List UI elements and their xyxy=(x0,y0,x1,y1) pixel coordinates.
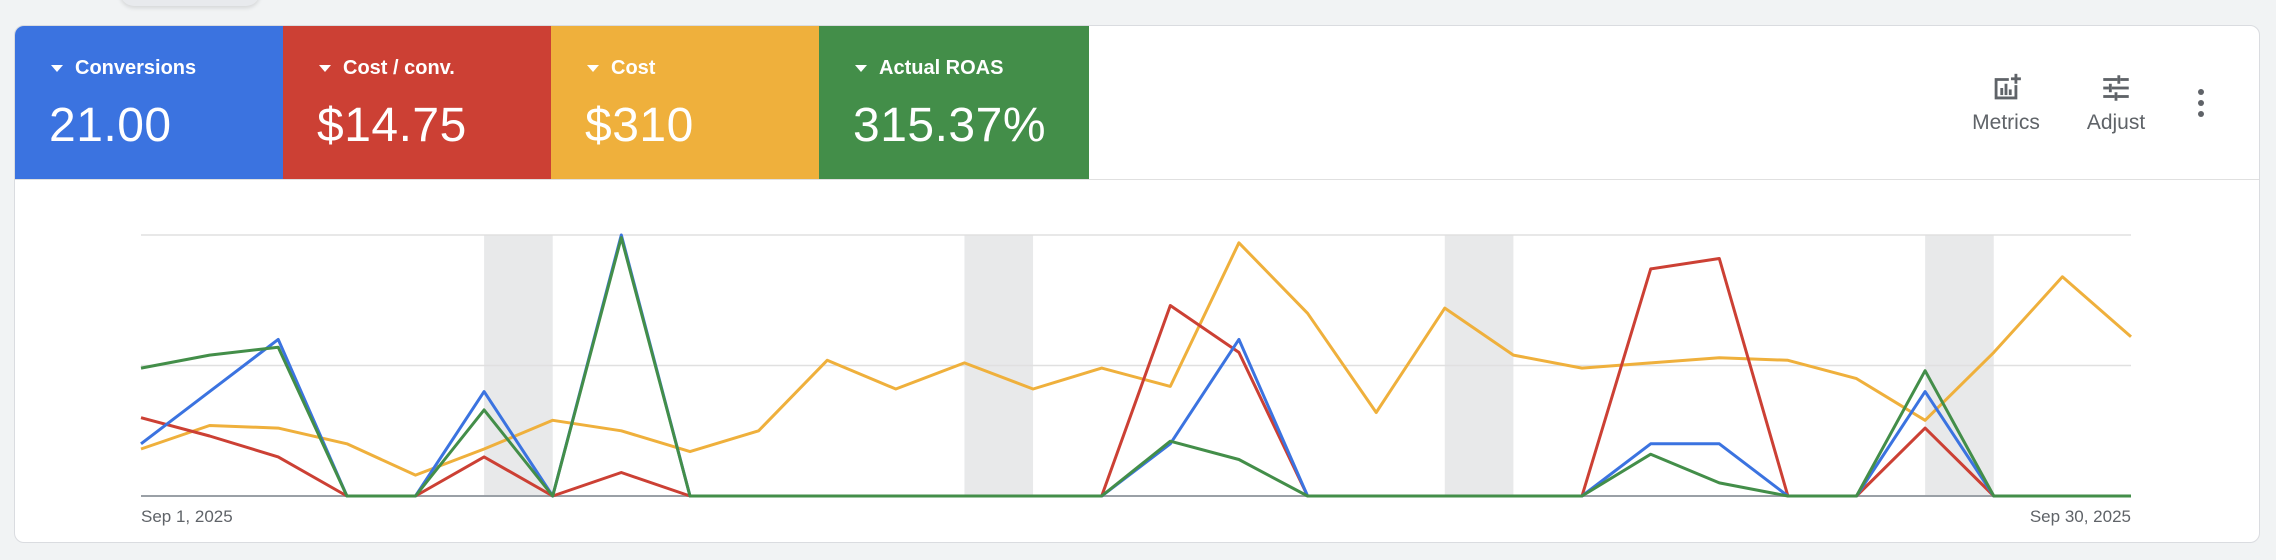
x-axis-end-label: Sep 30, 2025 xyxy=(2030,507,2131,526)
scorecard-row: Conversions 21.00 Cost / conv. $14.75 Co… xyxy=(15,26,1089,179)
scorecard-label: Conversions xyxy=(75,56,197,79)
series-lines xyxy=(140,233,2132,498)
scorecard-cost-per-conv[interactable]: Cost / conv. $14.75 xyxy=(283,26,551,179)
dropdown-arrow-icon[interactable] xyxy=(587,64,599,72)
metrics-button[interactable]: Metrics xyxy=(1951,71,2061,135)
series-line-cost[interactable] xyxy=(140,241,2132,477)
x-axis-start-label: Sep 1, 2025 xyxy=(141,507,233,526)
dropdown-arrow-icon[interactable] xyxy=(51,64,63,72)
dropdown-arrow-icon[interactable] xyxy=(855,64,867,72)
scorecard-value: $14.75 xyxy=(317,99,467,152)
scorecard-conversions[interactable]: Conversions 21.00 xyxy=(15,26,283,179)
scorecard-label: Cost xyxy=(611,56,656,79)
header-divider xyxy=(15,179,2259,180)
line-chart: Sep 1, 2025 Sep 30, 2025 xyxy=(140,233,2132,526)
scorecard-actual-roas[interactable]: Actual ROAS 315.37% xyxy=(819,26,1089,179)
chart-toolbar: Metrics Adjust xyxy=(1951,26,2259,179)
scorecard-value: 21.00 xyxy=(49,99,172,152)
scorecard-value: 315.37% xyxy=(853,99,1046,152)
add-chart-icon xyxy=(1994,73,2021,99)
scorecard-cost[interactable]: Cost $310 xyxy=(551,26,819,179)
more-options-button[interactable] xyxy=(2171,87,2231,119)
scorecard-label: Actual ROAS xyxy=(879,56,1004,79)
series-line-actual-roas[interactable] xyxy=(140,236,2131,498)
metrics-label: Metrics xyxy=(1972,110,2040,134)
dropdown-arrow-icon[interactable] xyxy=(319,64,331,72)
tune-icon xyxy=(2103,74,2129,101)
adjust-button[interactable]: Adjust xyxy=(2061,71,2171,135)
adjust-label: Adjust xyxy=(2086,110,2146,134)
top-pill-tab xyxy=(120,0,260,6)
more-vert-icon xyxy=(2198,88,2204,117)
scorecard-label: Cost / conv. xyxy=(343,56,455,79)
performance-card: Conversions 21.00 Cost / conv. $14.75 Co… xyxy=(14,25,2260,543)
scorecard-value: $310 xyxy=(585,99,694,152)
